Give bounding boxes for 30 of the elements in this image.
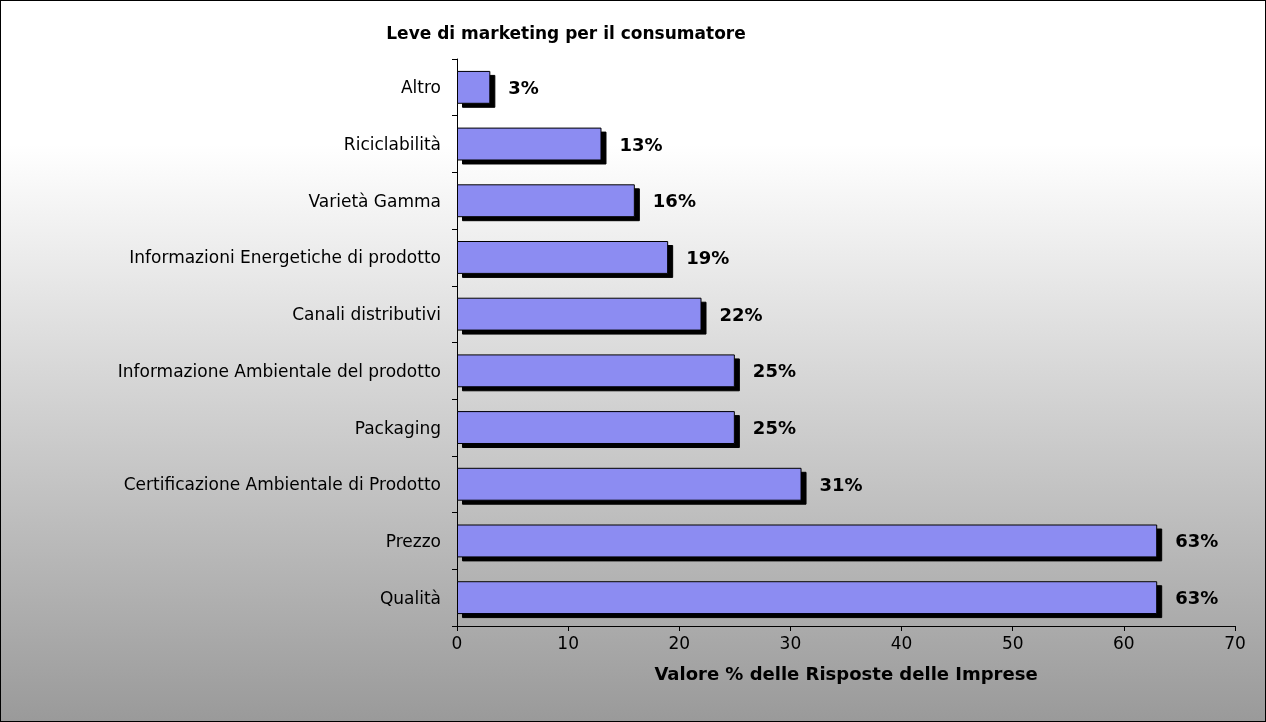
y-tick-label: Riciclabilità bbox=[343, 134, 441, 155]
data-label: 22% bbox=[719, 303, 763, 325]
data-label: 25% bbox=[752, 417, 796, 439]
y-tick-label: Canali distributivi bbox=[292, 304, 441, 325]
y-tick-label: Informazione Ambientale del prodotto bbox=[117, 360, 441, 381]
y-tick-label: Certificazione Ambientale di Prodotto bbox=[123, 474, 441, 495]
y-tick-label: Qualità bbox=[379, 587, 441, 608]
x-tick-label: 10 bbox=[557, 632, 579, 653]
chart-title: Leve di marketing per il consumatore bbox=[386, 22, 746, 43]
data-label: 63% bbox=[1175, 587, 1219, 609]
data-label: 63% bbox=[1175, 530, 1219, 552]
x-tick-label: 20 bbox=[668, 632, 691, 653]
y-tick-label: Varietà Gamma bbox=[308, 190, 441, 211]
y-tick-label: Informazioni Energetiche di prodotto bbox=[129, 247, 441, 268]
data-label: 13% bbox=[619, 133, 663, 155]
data-label: 3% bbox=[508, 76, 539, 98]
x-tick-label: 70 bbox=[1224, 632, 1246, 653]
y-tick-label: Packaging bbox=[354, 417, 441, 438]
data-label: 25% bbox=[752, 360, 796, 382]
x-tick-label: 60 bbox=[1113, 632, 1135, 653]
data-label: 19% bbox=[686, 246, 730, 268]
y-tick-label: Prezzo bbox=[385, 530, 441, 551]
x-tick-label: 0 bbox=[451, 632, 463, 653]
data-label: 31% bbox=[819, 473, 863, 495]
x-tick-label: 30 bbox=[779, 632, 802, 653]
data-label: 16% bbox=[652, 190, 696, 212]
x-tick-label: 40 bbox=[890, 632, 913, 653]
x-tick-label: 50 bbox=[1001, 632, 1024, 653]
y-tick-label: Altro bbox=[400, 77, 441, 98]
x-axis-title: Valore % delle Risposte delle Imprese bbox=[654, 662, 1038, 684]
